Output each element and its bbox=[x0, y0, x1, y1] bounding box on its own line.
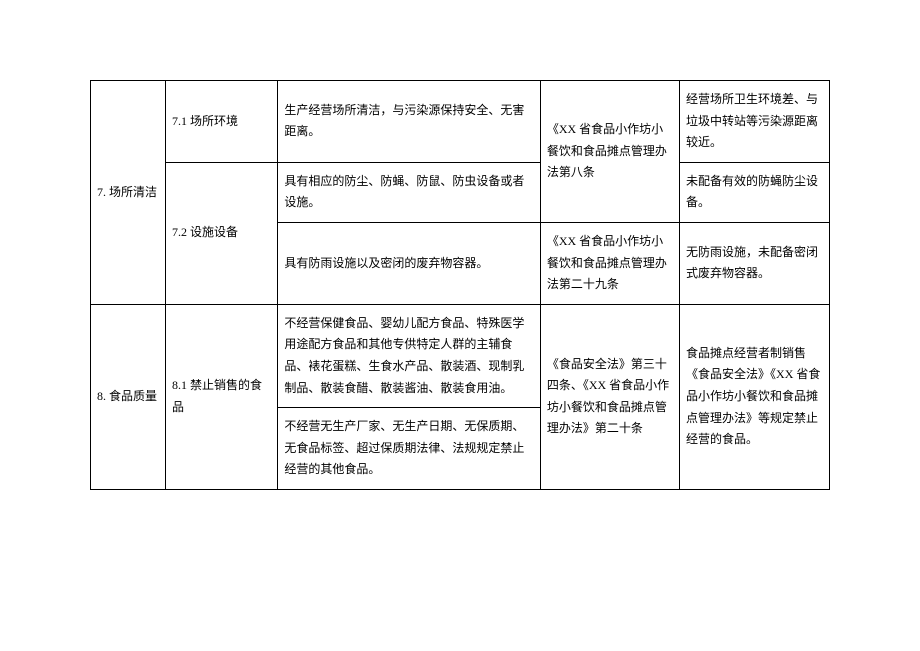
category-cell: 7. 场所清洁 bbox=[91, 81, 166, 305]
issue-cell: 食品摊点经营者制销售《食品安全法》《XX 省食品小作坊小餐饮和食品摊点管理办法》… bbox=[680, 304, 830, 489]
reference-cell: 《食品安全法》第三十四条、《XX 省食品小作坊小餐饮和食品摊点管理办法》第二十条 bbox=[540, 304, 679, 489]
regulation-table: 7. 场所清洁 7.1 场所环境 生产经营场所清洁，与污染源保持安全、无害距离。… bbox=[90, 80, 830, 490]
issue-cell: 未配备有效的防蝇防尘设备。 bbox=[680, 162, 830, 222]
issue-cell: 经营场所卫生环境差、与垃圾中转站等污染源距离较近。 bbox=[680, 81, 830, 163]
requirement-cell: 具有相应的防尘、防蝇、防鼠、防虫设备或者设施。 bbox=[278, 162, 540, 222]
issue-cell: 无防雨设施，未配备密闭式废弃物容器。 bbox=[680, 222, 830, 304]
requirement-cell: 不经营无生产厂家、无生产日期、无保质期、无食品标签、超过保质期法律、法规规定禁止… bbox=[278, 408, 540, 490]
table-row: 7. 场所清洁 7.1 场所环境 生产经营场所清洁，与污染源保持安全、无害距离。… bbox=[91, 81, 830, 163]
subcategory-cell: 7.1 场所环境 bbox=[165, 81, 277, 163]
requirement-cell: 具有防雨设施以及密闭的废弃物容器。 bbox=[278, 222, 540, 304]
subcategory-cell: 7.2 设施设备 bbox=[165, 162, 277, 304]
reference-cell: 《XX 省食品小作坊小餐饮和食品摊点管理办法第八条 bbox=[540, 81, 679, 223]
table-row: 8. 食品质量 8.1 禁止销售的食品 不经营保健食品、婴幼儿配方食品、特殊医学… bbox=[91, 304, 830, 407]
table-row: 7.2 设施设备 具有相应的防尘、防蝇、防鼠、防虫设备或者设施。 未配备有效的防… bbox=[91, 162, 830, 222]
table-body: 7. 场所清洁 7.1 场所环境 生产经营场所清洁，与污染源保持安全、无害距离。… bbox=[91, 81, 830, 490]
requirement-cell: 不经营保健食品、婴幼儿配方食品、特殊医学用途配方食品和其他专供特定人群的主辅食品… bbox=[278, 304, 540, 407]
requirement-cell: 生产经营场所清洁，与污染源保持安全、无害距离。 bbox=[278, 81, 540, 163]
category-cell: 8. 食品质量 bbox=[91, 304, 166, 489]
reference-cell: 《XX 省食品小作坊小餐饮和食品摊点管理办法第二十九条 bbox=[540, 222, 679, 304]
subcategory-cell: 8.1 禁止销售的食品 bbox=[165, 304, 277, 489]
